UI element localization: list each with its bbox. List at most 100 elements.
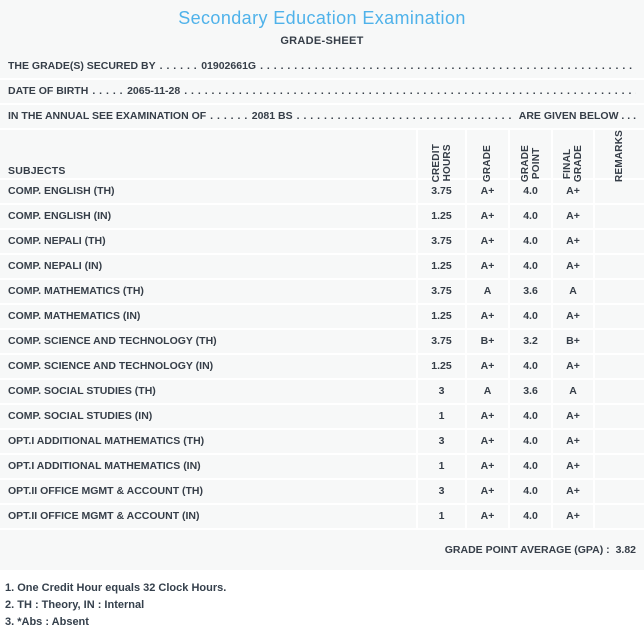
grade-cell: A+ [465,230,508,253]
credit-hours-cell: 1.25 [416,355,465,378]
grade-cell: A+ [465,430,508,453]
remarks-cell [593,405,644,428]
grade-cell: A [465,380,508,403]
credit-hours-cell: 1 [416,505,465,528]
grade-point-cell: 4.0 [508,505,551,528]
table-row: OPT.II OFFICE MGMT & ACCOUNT (TH) 3 A+ 4… [0,480,644,505]
gpa-line: GRADE POINT AVERAGE (GPA) : 3.82 [0,544,644,556]
candidate-info: THE GRADE(S) SECURED BY . . . . . . 0190… [0,55,644,130]
table-row: COMP. SCIENCE AND TECHNOLOGY (IN) 1.25 A… [0,355,644,380]
footnote-absent: 3. *Abs : Absent [5,616,89,628]
grade-point-column-header: GRADE POINT [508,130,551,186]
footnote-th-in: 2. TH : Theory, IN : Internal [5,599,145,611]
final-grade-cell: A+ [551,505,593,528]
subject-cell: COMP. MATHEMATICS (IN) [8,310,141,322]
grade-point-cell: 4.0 [508,480,551,503]
grade-cell: A+ [465,255,508,278]
remarks-header-label: REMARKS [614,130,625,182]
grade-point-cell: 4.0 [508,205,551,228]
dotted-leader: . . . . . . . . . . . . . . . . . . . . … [296,111,515,122]
table-row: COMP. NEPALI (TH) 3.75 A+ 4.0 A+ [0,230,644,255]
final-grade-header-label: FINAL GRADE [562,144,584,182]
subject-cell: COMP. NEPALI (TH) [8,235,106,247]
subject-cell: COMP. NEPALI (IN) [8,260,103,272]
gpa-label: GRADE POINT AVERAGE (GPA) : [444,544,610,556]
grade-cell: B+ [465,330,508,353]
subject-cell: OPT.I ADDITIONAL MATHEMATICS (TH) [8,435,205,447]
grade-point-cell: 3.2 [508,330,551,353]
grade-cell: A+ [465,455,508,478]
remarks-cell [593,330,644,353]
table-row: OPT.I ADDITIONAL MATHEMATICS (IN) 1 A+ 4… [0,455,644,480]
credit-hours-header-label: CREDIT HOURS [430,143,453,182]
remarks-cell [593,230,644,253]
final-grade-cell: A+ [551,305,593,328]
grade-sheet: Secondary Education Examination GRADE-SH… [0,8,644,556]
date-of-birth-label: DATE OF BIRTH [8,85,89,97]
credit-hours-cell: 1 [416,455,465,478]
grade-point-cell: 3.6 [508,380,551,403]
remarks-cell [593,430,644,453]
final-grade-cell: A+ [551,405,593,428]
remarks-cell [593,180,644,203]
remarks-cell [593,505,644,528]
final-grade-cell: A+ [551,355,593,378]
subject-cell: OPT.II OFFICE MGMT & ACCOUNT (IN) [8,510,200,522]
remarks-cell [593,255,644,278]
credit-hours-cell: 3 [416,480,465,503]
remarks-cell [593,305,644,328]
final-grade-cell: A [551,380,593,403]
credit-hours-cell: 1.25 [416,305,465,328]
final-grade-cell: A [551,280,593,303]
dotted-leader: . . . . . . . . . . . . . . . . . . . . … [184,86,636,97]
subject-cell: OPT.II OFFICE MGMT & ACCOUNT (TH) [8,485,204,497]
remarks-cell [593,205,644,228]
credit-hours-cell: 3.75 [416,330,465,353]
subject-cell: COMP. SCIENCE AND TECHNOLOGY (TH) [8,335,217,347]
subject-cell: COMP. SOCIAL STUDIES (IN) [8,410,153,422]
grade-point-cell: 4.0 [508,180,551,203]
date-of-birth-value: 2065-11-28 [127,85,181,97]
remarks-cell [593,280,644,303]
table-row: COMP. MATHEMATICS (TH) 3.75 A 3.6 A [0,280,644,305]
final-grade-cell: A+ [551,455,593,478]
final-grade-cell: A+ [551,430,593,453]
grade-cell: A+ [465,180,508,203]
dotted-leader: . . . . . . [210,110,248,122]
credit-hours-cell: 1.25 [416,255,465,278]
credit-hours-cell: 3.75 [416,280,465,303]
grade-point-header-label: GRADE POINT [519,144,542,182]
table-row: COMP. ENGLISH (IN) 1.25 A+ 4.0 A+ [0,205,644,230]
date-of-birth-line: DATE OF BIRTH . . . . . 2065-11-28 . . .… [0,80,644,105]
grade-cell: A [465,280,508,303]
page-title: Secondary Education Examination [178,8,466,28]
gpa-value: 3.82 [615,544,636,556]
table-row: COMP. NEPALI (IN) 1.25 A+ 4.0 A+ [0,255,644,280]
grade-point-cell: 4.0 [508,405,551,428]
final-grade-cell: B+ [551,330,593,353]
credit-hours-cell: 3 [416,430,465,453]
remarks-cell [593,355,644,378]
grade-column-header: GRADE [465,130,508,186]
table-header-row: SUBJECTS CREDIT HOURS GRADE GRADE POINT … [0,130,644,186]
grades-secured-by-line: THE GRADE(S) SECURED BY . . . . . . 0190… [0,55,644,80]
final-grade-column-header: FINAL GRADE [551,130,593,186]
remarks-cell [593,380,644,403]
remarks-cell [593,480,644,503]
grade-cell: A+ [465,405,508,428]
grades-secured-by-label: THE GRADE(S) SECURED BY [8,60,156,72]
footnote-credit-hours: 1. One Credit Hour equals 32 Clock Hours… [5,582,227,594]
final-grade-cell: A+ [551,480,593,503]
examination-year-line: IN THE ANNUAL SEE EXAMINATION OF . . . .… [0,105,644,130]
final-grade-cell: A+ [551,205,593,228]
table-row: COMP. SOCIAL STUDIES (IN) 1 A+ 4.0 A+ [0,405,644,430]
dotted-leader: . . . . . [92,85,124,97]
table-row: COMP. ENGLISH (TH) 3.75 A+ 4.0 A+ [0,180,644,205]
remarks-column-header: REMARKS [593,130,644,186]
grade-header-label: GRADE [482,144,493,182]
subject-cell: OPT.I ADDITIONAL MATHEMATICS (IN) [8,460,201,472]
subject-cell: COMP. ENGLISH (TH) [8,185,115,197]
grade-cell: A+ [465,355,508,378]
grade-point-cell: 4.0 [508,355,551,378]
grade-point-cell: 4.0 [508,430,551,453]
